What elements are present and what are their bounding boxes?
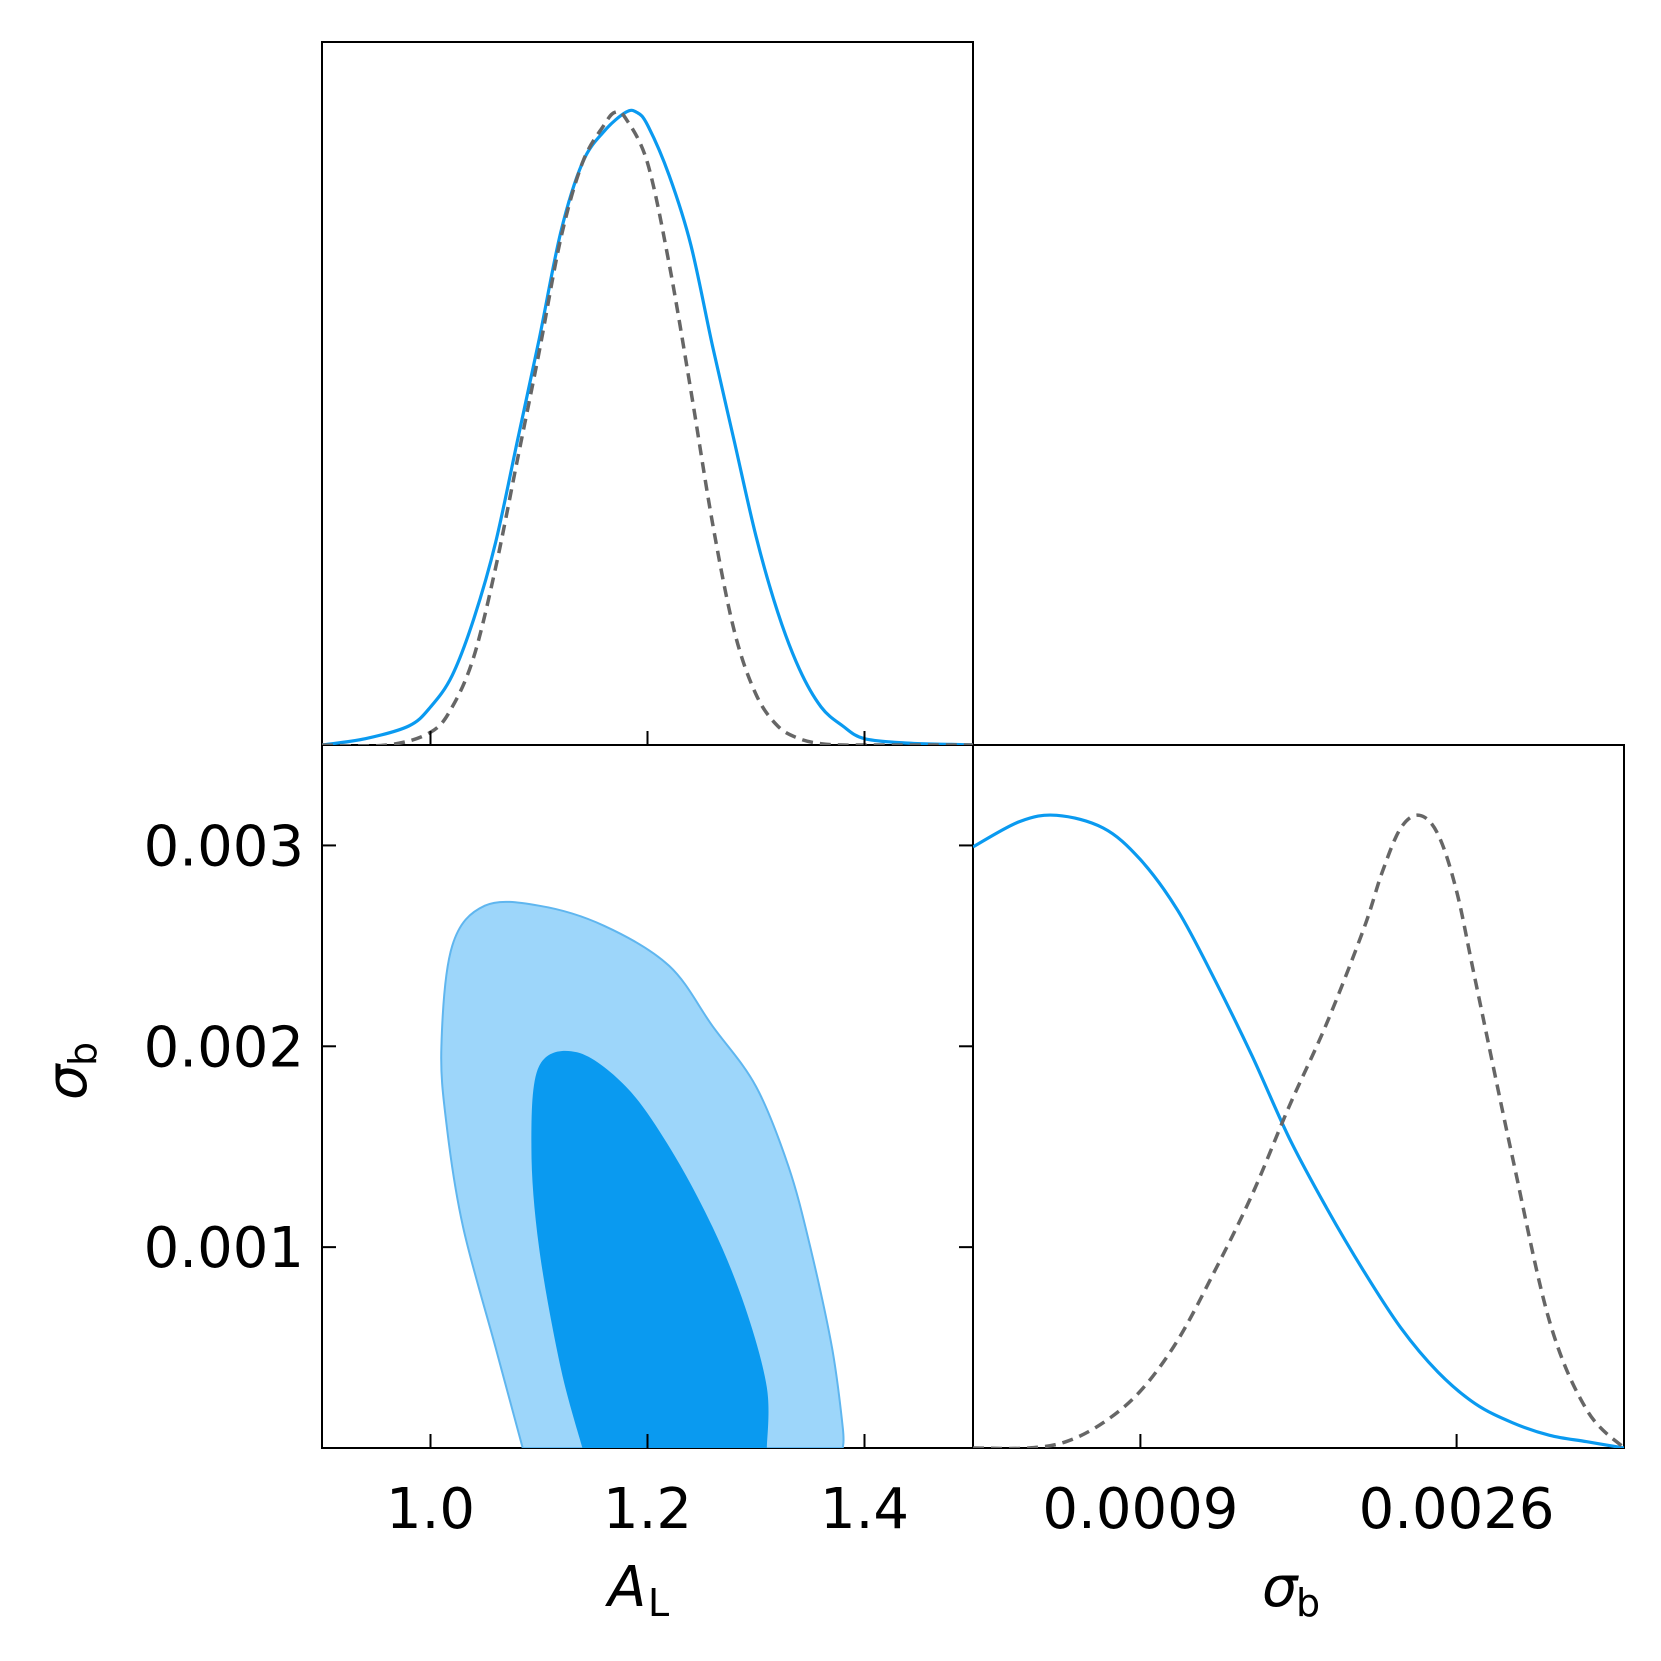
y-tick-label-sigmab: 0.001 — [144, 1216, 304, 1281]
y-axis-title-sigmab-sub: b — [61, 1042, 105, 1066]
contour-68pct — [531, 1050, 769, 1448]
y-axis-title-sigmab: σ — [35, 1063, 100, 1100]
y-tick-label-sigmab: 0.002 — [144, 1015, 304, 1080]
series-solid-line — [322, 108, 973, 745]
x-tick-label-AL: 1.0 — [386, 1477, 475, 1542]
x-tick-label-sigmab: 0.0009 — [1042, 1477, 1238, 1542]
x-axis-title-AL: A — [605, 1555, 646, 1620]
x-tick-label-AL: 1.4 — [820, 1477, 909, 1542]
x-axis-title-sigmab-sub: b — [1296, 1581, 1320, 1625]
x-tick-label-AL: 1.2 — [603, 1477, 692, 1542]
x-axis-title-sigmab: σ — [1262, 1555, 1299, 1620]
y-tick-label-sigmab: 0.003 — [144, 814, 304, 879]
tick-labels: 1.0 1.2 1.4 0.001 0.002 0.003 0.0009 0.0026 — [144, 814, 1555, 1542]
axis-ticks — [322, 731, 1458, 1448]
marginal-sigmab-frame — [972, 744, 1625, 1449]
x-axis-title-AL-sub: L — [648, 1581, 669, 1625]
joint-contours — [440, 900, 845, 1448]
series-solid-line — [973, 813, 1624, 1448]
series-dashed-line — [322, 109, 973, 745]
marginal-sigmab-curves — [973, 813, 1624, 1448]
marginal-AL-frame — [321, 41, 974, 746]
series-dashed-line — [973, 813, 1624, 1448]
marginal-AL-curves — [322, 108, 973, 745]
x-tick-label-sigmab: 0.0026 — [1359, 1477, 1555, 1542]
